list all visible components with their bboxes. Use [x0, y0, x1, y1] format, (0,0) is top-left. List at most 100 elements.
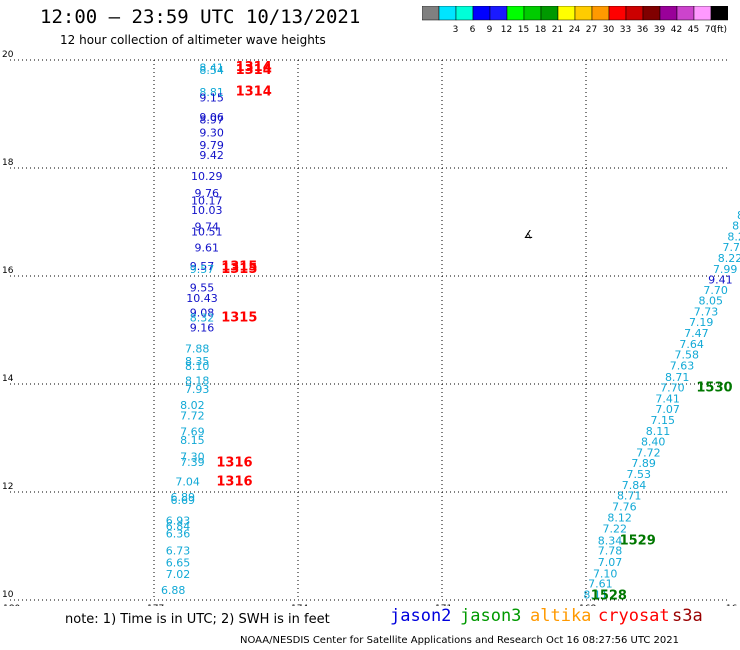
satellite-cryosat-label: cryosat: [598, 606, 670, 626]
wave-height-label: 7.41: [655, 392, 680, 405]
wave-height-label: 8.22: [718, 252, 740, 265]
wave-height-label: 9.42: [199, 149, 224, 162]
wave-height-label: 9.30: [199, 127, 224, 140]
wave-height-label: 7.15: [651, 414, 676, 427]
wave-height-label: 9.41: [708, 274, 733, 287]
wave-height-label: 10.29: [191, 170, 223, 183]
wave-height-label: 9.08: [190, 307, 215, 320]
legend-tick-label: 33: [620, 25, 631, 35]
legend-tick-label: 9: [487, 25, 493, 35]
wave-height-label: 9.74: [195, 221, 220, 234]
wave-height-label: 7.07: [655, 403, 680, 416]
wave-height-label: 8.54: [199, 64, 224, 77]
wave-height-label: 8.10: [185, 360, 210, 373]
wave-height-label: 7.19: [689, 316, 714, 329]
legend-tick-label: 39: [654, 25, 666, 35]
pass-time-label: 1315: [221, 262, 257, 277]
wave-height-label: 8.81: [199, 86, 224, 99]
wave-height-label: 8.12: [607, 512, 632, 525]
pass-time-label: 1316: [216, 475, 252, 490]
wave-height-label: 7.84: [622, 479, 647, 492]
wave-height-label: 6.69: [171, 494, 196, 507]
wave-height-label: 8.40: [641, 436, 666, 449]
wave-height-label: 9.06: [199, 111, 224, 124]
altimeter-map: -180-177-174-171-168-161012141618208.418…: [0, 50, 740, 606]
wave-height-label: 7.63: [670, 359, 695, 372]
wave-height-label: 9.15: [199, 92, 224, 105]
y-tick-label: 12: [2, 482, 13, 492]
wave-height-label: 8.97: [199, 114, 224, 127]
wave-height-label: 7.88: [185, 343, 210, 356]
wave-height-label: 9.61: [195, 242, 220, 255]
wave-height-label: 8.05: [699, 295, 724, 308]
legend-tick-label: 21: [552, 25, 563, 35]
wave-height-label: 8.41: [199, 61, 224, 74]
wave-height-label: 6.73: [166, 545, 191, 558]
pass-time-label: 1315: [221, 260, 257, 275]
x-tick-label: -177: [144, 604, 164, 606]
wave-height-label: 7.78: [598, 545, 623, 558]
pass-time-label: 1314: [236, 63, 272, 78]
pass-time-label: 1528: [591, 588, 627, 603]
wave-height-label: 7.10: [593, 567, 618, 580]
legend-swatch: [710, 6, 728, 21]
y-tick-label: 10: [2, 590, 14, 600]
wave-height-label: 9.79: [199, 139, 224, 152]
wave-height-label: 8.80: [732, 220, 740, 233]
wave-height-label: 7.99: [713, 263, 738, 276]
pass-time-label: 1316: [216, 456, 252, 471]
map-subtitle: 12 hour collection of altimeter wave hei…: [60, 33, 326, 47]
wave-height-label: 7.30: [180, 451, 205, 464]
legend-tick-label: 42: [671, 25, 682, 35]
legend-tick-label: 15: [518, 25, 529, 35]
wave-height-label: 7.58: [675, 349, 700, 362]
wave-height-label: 7.02: [166, 568, 191, 581]
wave-height-label: 8.34: [598, 534, 623, 547]
x-tick-label: -174: [288, 604, 309, 606]
wave-height-label: 7.73: [694, 305, 719, 318]
legend-tick-label: 6: [470, 25, 476, 35]
wave-height-label: 10.43: [186, 292, 218, 305]
wave-height-label: 10.17: [191, 195, 223, 208]
wave-height-label: 6.65: [166, 557, 191, 570]
satellite-s3a-label: s3a: [672, 606, 703, 626]
wave-height-label: 7.64: [679, 338, 704, 351]
wave-height-label: 6.89: [171, 491, 196, 504]
x-tick-label: -180: [0, 604, 20, 606]
legend-tick-label: 27: [586, 25, 597, 35]
wave-height-label: 9.57: [190, 263, 215, 276]
map-title: 12:00 — 23:59 UTC 10/13/2021: [40, 6, 361, 28]
x-tick-label: -16: [723, 604, 738, 606]
wave-height-label: 7.70: [660, 382, 685, 395]
wave-height-label: 9.55: [190, 282, 215, 295]
wave-height-label: 7.47: [684, 327, 709, 340]
wave-height-label: 7.72: [180, 410, 205, 423]
footer-credit: NOAA/NESDIS Center for Satellite Applica…: [240, 635, 679, 646]
wave-height-label: 6.84: [166, 520, 191, 533]
legend-tick-label: 30: [603, 25, 615, 35]
legend-tick-label: 36: [637, 25, 649, 35]
legend-unit-label: (ft): [713, 25, 727, 35]
satellite-jason3-label: jason3: [460, 606, 522, 626]
wave-height-label: 8.23: [727, 230, 740, 243]
wave-height-label: 8.11: [583, 588, 608, 601]
legend-tick-label: 18: [535, 25, 547, 35]
wave-height-label: 8.23: [737, 209, 740, 222]
wave-height-label: 8.35: [185, 355, 210, 368]
pass-time-label: 1530: [696, 381, 732, 396]
y-tick-label: 14: [2, 374, 14, 384]
legend-tick-label: 3: [453, 25, 459, 35]
wave-height-label: 8.71: [665, 371, 690, 384]
satellite-jason2-label: jason2: [390, 606, 452, 626]
wave-height-label: 7.70: [703, 284, 728, 297]
satellite-altika-label: altika: [530, 606, 592, 626]
wave-height-label: 10.51: [191, 226, 223, 239]
wave-height-label: 9.76: [195, 187, 220, 200]
wave-height-label: 8.18: [185, 375, 210, 388]
wave-height-label: 6.88: [161, 584, 186, 597]
wave-height-label: 7.72: [636, 446, 661, 459]
footer-note: note: 1) Time is in UTC; 2) SWH is in fe…: [65, 612, 330, 627]
wave-height-label: 9.57: [190, 260, 215, 273]
wave-height-label: 7.04: [175, 476, 200, 489]
y-tick-label: 20: [2, 50, 14, 60]
